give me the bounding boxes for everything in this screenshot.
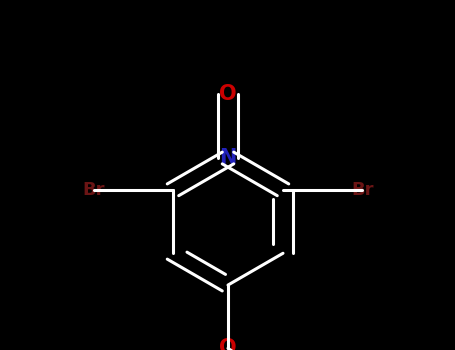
Text: Br: Br: [351, 181, 374, 199]
Text: Br: Br: [82, 181, 105, 199]
Text: O: O: [219, 338, 237, 350]
Text: O: O: [219, 84, 237, 104]
Text: N: N: [219, 148, 237, 168]
